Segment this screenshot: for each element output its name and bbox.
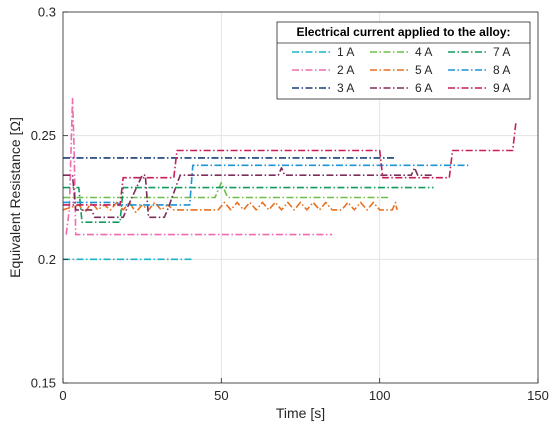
y-axis-label: Equivalent Resistance [Ω] [7, 117, 23, 278]
series-layer [62, 97, 517, 261]
legend-item-1a: 1 A [292, 45, 354, 59]
series-line-2a [65, 97, 333, 236]
legend-label-3a: 3 A [337, 81, 354, 95]
x-tick-label: 100 [369, 388, 391, 403]
legend-item-4a: 4 A [370, 45, 432, 59]
series-line-8a [63, 164, 469, 206]
series-line-4a [63, 181, 390, 199]
y-tick-label: 0.3 [38, 5, 56, 20]
x-tick-label: 150 [527, 388, 549, 403]
legend-box [276, 21, 531, 100]
series-line-7a [63, 186, 434, 223]
series-line-5a [62, 201, 398, 214]
y-tick-label: 0.25 [31, 128, 56, 143]
x-tick-label: 0 [59, 388, 66, 403]
legend-item-6a: 6 A [370, 81, 432, 95]
legend-label-5a: 5 A [415, 63, 432, 77]
legend-item-9a: 9 A [448, 81, 510, 95]
plot-frame [62, 11, 539, 384]
legend-item-3a: 3 A [292, 81, 354, 95]
x-axis-label: Time [s] [276, 405, 325, 421]
legend-label-2a: 2 A [337, 63, 354, 77]
legend-item-8a: 8 A [448, 63, 510, 77]
legend-label-7a: 7 A [493, 45, 510, 59]
legend-label-1a: 1 A [337, 45, 354, 59]
y-tick-label: 0.15 [31, 376, 56, 391]
legend-item-5a: 5 A [370, 63, 432, 77]
ticks: 0 50 100 150 0.15 0.2 0.25 0.3 [31, 5, 549, 404]
legend: Electrical current applied to the alloy:… [276, 21, 531, 100]
legend-label-9a: 9 A [493, 81, 510, 95]
legend-label-4a: 4 A [415, 45, 432, 59]
legend-items: 1 A 2 A 3 A 4 A 5 A 6 A 7 A 8 A 9 A [292, 45, 510, 95]
legend-title: Electrical current applied to the alloy: [296, 25, 510, 39]
legend-item-2a: 2 A [292, 63, 354, 77]
legend-item-7a: 7 A [448, 45, 510, 59]
series-line-9a [63, 123, 517, 206]
legend-label-6a: 6 A [415, 81, 432, 95]
y-tick-label: 0.2 [38, 252, 56, 267]
series-line-6a [63, 167, 434, 219]
x-tick-label: 50 [214, 388, 228, 403]
legend-label-8a: 8 A [493, 63, 510, 77]
